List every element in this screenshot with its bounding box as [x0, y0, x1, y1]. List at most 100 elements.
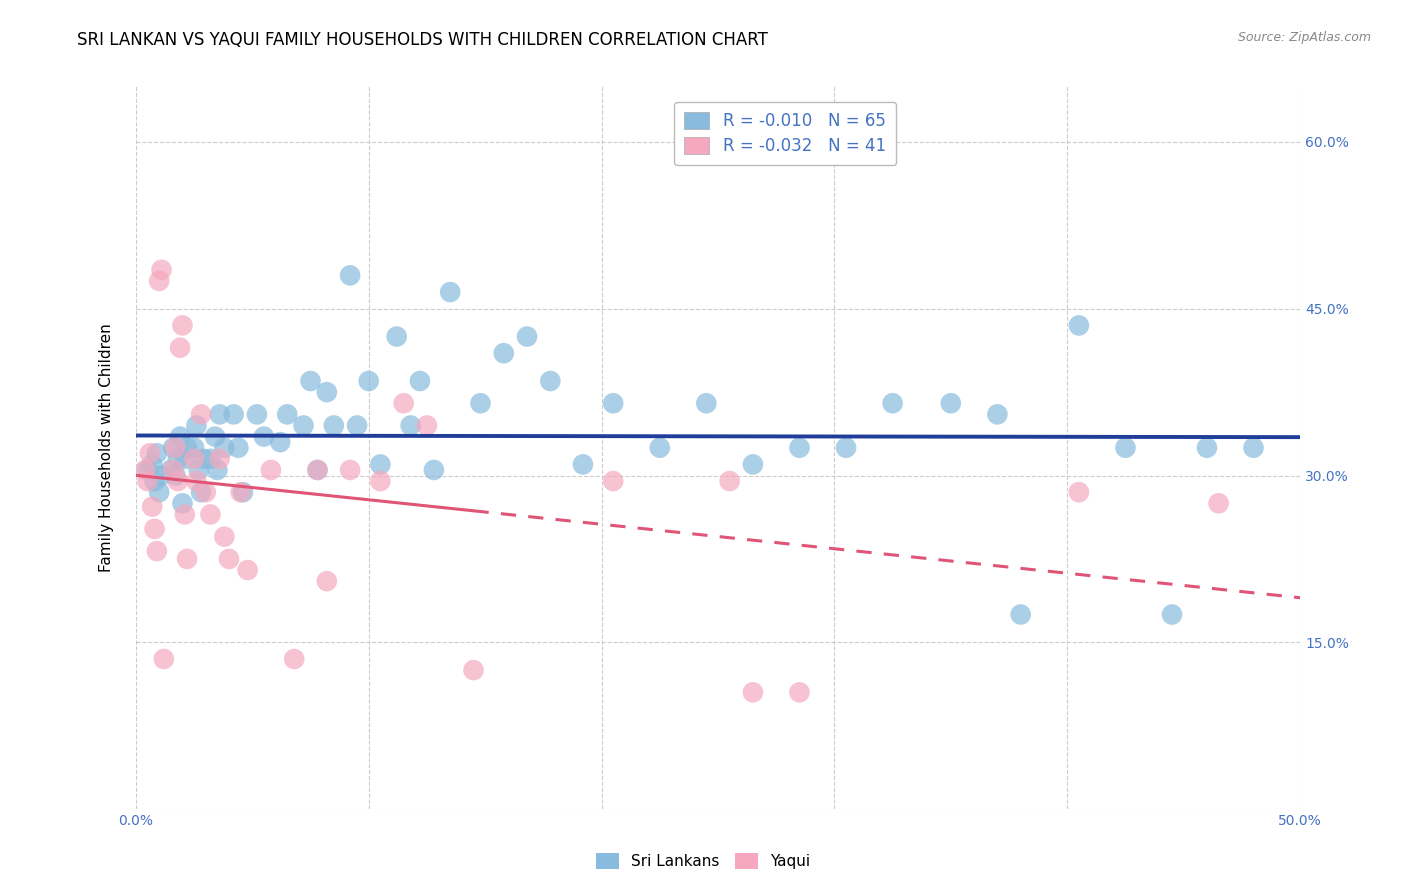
Point [165, 441, 187, 455]
Legend: R = -0.010   N = 65, R = -0.032   N = 41: R = -0.010 N = 65, R = -0.032 N = 41 [675, 102, 896, 165]
Point [222, 408, 245, 422]
Point [139, 446, 162, 460]
Point [322, 418, 344, 433]
Point [516, 329, 538, 343]
Point [193, 451, 215, 466]
Point [718, 474, 741, 488]
Point [232, 485, 254, 500]
Point [253, 429, 276, 443]
Point [602, 474, 624, 488]
Point [228, 441, 250, 455]
Point [1195, 441, 1218, 455]
Point [1161, 607, 1184, 622]
Text: Source: ZipAtlas.com: Source: ZipAtlas.com [1237, 31, 1371, 45]
Point [176, 441, 198, 455]
Point [292, 418, 315, 433]
Point [173, 508, 195, 522]
Point [741, 685, 763, 699]
Point [146, 544, 169, 558]
Point [183, 441, 205, 455]
Point [315, 385, 337, 400]
Point [143, 474, 166, 488]
Point [200, 508, 222, 522]
Point [214, 441, 236, 455]
Point [835, 441, 858, 455]
Point [187, 463, 209, 477]
Point [150, 262, 173, 277]
Point [162, 463, 184, 477]
Point [439, 285, 461, 299]
Point [134, 463, 156, 477]
Point [236, 563, 259, 577]
Point [409, 374, 432, 388]
Y-axis label: Family Households with Children: Family Households with Children [100, 323, 114, 572]
Point [648, 441, 671, 455]
Point [741, 458, 763, 472]
Point [150, 468, 173, 483]
Point [1067, 485, 1090, 500]
Point [172, 318, 194, 333]
Point [166, 474, 188, 488]
Point [146, 446, 169, 460]
Point [141, 458, 163, 472]
Point [399, 418, 422, 433]
Point [789, 685, 811, 699]
Point [602, 396, 624, 410]
Point [1114, 441, 1136, 455]
Point [1067, 318, 1090, 333]
Point [208, 408, 231, 422]
Point [190, 485, 212, 500]
Point [208, 451, 231, 466]
Point [148, 485, 170, 500]
Point [370, 474, 392, 488]
Point [789, 441, 811, 455]
Point [165, 468, 187, 483]
Point [172, 496, 194, 510]
Point [148, 274, 170, 288]
Point [470, 396, 492, 410]
Point [204, 429, 226, 443]
Point [299, 374, 322, 388]
Point [162, 441, 184, 455]
Point [176, 552, 198, 566]
Point [385, 329, 408, 343]
Point [339, 268, 361, 283]
Point [416, 418, 439, 433]
Point [346, 418, 368, 433]
Point [194, 485, 217, 500]
Point [695, 396, 717, 410]
Point [939, 396, 962, 410]
Point [357, 374, 380, 388]
Point [183, 451, 205, 466]
Point [141, 500, 163, 514]
Point [214, 530, 236, 544]
Legend: Sri Lankans, Yaqui: Sri Lankans, Yaqui [591, 847, 815, 875]
Point [339, 463, 361, 477]
Point [218, 552, 240, 566]
Point [260, 463, 283, 477]
Point [186, 418, 208, 433]
Point [207, 463, 229, 477]
Point [229, 485, 252, 500]
Point [423, 463, 446, 477]
Point [882, 396, 904, 410]
Point [1208, 496, 1230, 510]
Text: SRI LANKAN VS YAQUI FAMILY HOUSEHOLDS WITH CHILDREN CORRELATION CHART: SRI LANKAN VS YAQUI FAMILY HOUSEHOLDS WI… [77, 31, 768, 49]
Point [572, 458, 595, 472]
Point [153, 652, 176, 666]
Point [276, 408, 298, 422]
Point [136, 463, 159, 477]
Point [186, 474, 208, 488]
Point [169, 341, 191, 355]
Point [246, 408, 269, 422]
Point [307, 463, 329, 477]
Point [269, 435, 291, 450]
Point [136, 474, 159, 488]
Point [307, 463, 329, 477]
Point [173, 451, 195, 466]
Point [986, 408, 1008, 422]
Point [538, 374, 561, 388]
Point [200, 451, 222, 466]
Point [463, 663, 485, 677]
Point [1010, 607, 1032, 622]
